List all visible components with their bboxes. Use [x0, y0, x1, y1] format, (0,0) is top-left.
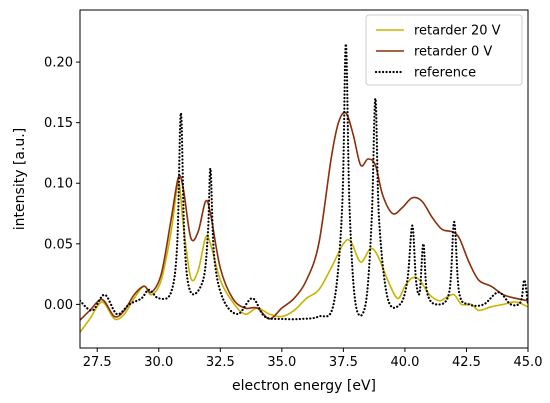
x-axis: 27.5 30.0 32.5 35.0 37.5 40.0 42.5 45.0	[83, 348, 543, 370]
x-tick-label: 27.5	[83, 355, 112, 370]
legend-label-2: reference	[414, 66, 476, 81]
x-tick-label: 40.0	[390, 355, 419, 370]
y-tick-label: 0.20	[44, 56, 73, 71]
x-tick-label: 37.5	[329, 355, 358, 370]
y-axis: 0.00 0.05 0.10 0.15 0.20	[44, 56, 80, 313]
x-tick-label: 35.0	[267, 355, 296, 370]
plot-lines	[80, 42, 528, 333]
x-tick-label: 42.5	[452, 355, 481, 370]
x-tick-label: 45.0	[514, 355, 543, 370]
y-tick-label: 0.05	[44, 237, 73, 252]
y-axis-label: intensity [a.u.]	[12, 128, 28, 230]
x-tick-label: 30.0	[144, 355, 173, 370]
x-tick-label: 32.5	[206, 355, 235, 370]
y-tick-label: 0.10	[44, 177, 73, 192]
legend-label-0: retarder 20 V	[414, 24, 501, 39]
series-line-1	[80, 111, 528, 321]
y-tick-label: 0.00	[44, 298, 73, 313]
series-line-2	[80, 42, 528, 321]
legend-label-1: retarder 0 V	[414, 45, 492, 60]
y-tick-label: 0.15	[44, 116, 73, 131]
plot-frame	[79, 9, 529, 349]
x-axis-label: electron energy [eV]	[232, 378, 376, 394]
legend-box	[365, 14, 523, 86]
legend: retarder 20 V retarder 0 V reference	[365, 14, 523, 86]
series-line-0	[80, 182, 528, 333]
